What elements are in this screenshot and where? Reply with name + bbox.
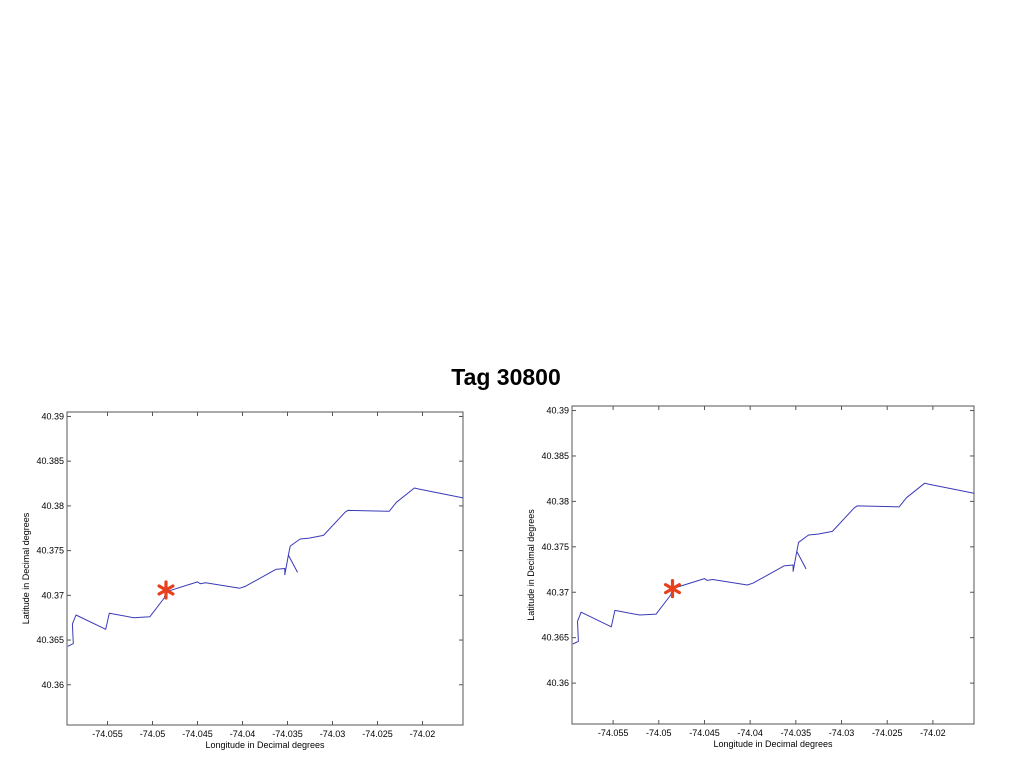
x-tick-label: -74.055 [92,729,123,739]
y-tick-label: 40.375 [36,546,64,556]
x-tick-label: -74.02 [920,728,946,738]
x-tick-label: -74.05 [140,729,166,739]
y-tick-label: 40.36 [41,680,64,690]
x-tick-label: -74.025 [362,729,393,739]
y-tick-label: 40.37 [41,590,64,600]
plot-frame [66,411,464,726]
plot-frame [571,405,975,725]
track-line [67,487,464,647]
x-tick-label: -74.03 [320,729,346,739]
x-tick-label: -74.055 [598,728,629,738]
y-axis-label: Latitude in Decimal degrees [526,509,536,621]
release-marker [157,580,175,600]
left-track-plot: -74.055 -74.05 -74.045 -74.04 -74.035 -74.03 -… [21,411,464,750]
y-tick-label: 40.37 [546,587,569,597]
track-line [572,482,975,645]
x-tick-label: -74.02 [410,729,436,739]
x-tick-label: -74.045 [689,728,720,738]
x-tick-label: -74.03 [829,728,855,738]
x-tick-label: -74.025 [872,728,903,738]
x-tick-label: -74.035 [781,728,812,738]
y-tick-label: 40.385 [541,451,569,461]
x-tick-label: -74.05 [646,728,672,738]
x-tick-label: -74.045 [182,729,213,739]
y-tick-label: 40.39 [546,406,569,416]
x-axis-label: Longitude in Decimal degrees [713,739,833,749]
right-track-plot: -74.055 -74.05 -74.045 -74.04 -74.035 -74.03 -… [526,405,975,749]
x-axis-label: Longitude in Decimal degrees [205,740,325,750]
release-marker [663,579,682,599]
x-tick-label: -74.035 [272,729,303,739]
x-tick-label: -74.04 [737,728,763,738]
y-tick-label: 40.38 [546,496,569,506]
y-tick-label: 40.375 [541,542,569,552]
y-tick-label: 40.385 [36,456,64,466]
y-tick-label: 40.36 [546,678,569,688]
slide-title: Tag 30800 [451,364,561,390]
y-tick-label: 40.39 [41,411,64,421]
x-tick-label: -74.04 [230,729,256,739]
y-tick-label: 40.365 [541,633,569,643]
y-tick-label: 40.38 [41,501,64,511]
y-tick-label: 40.365 [36,635,64,645]
y-axis-label: Latitude in Decimal degrees [21,512,31,624]
